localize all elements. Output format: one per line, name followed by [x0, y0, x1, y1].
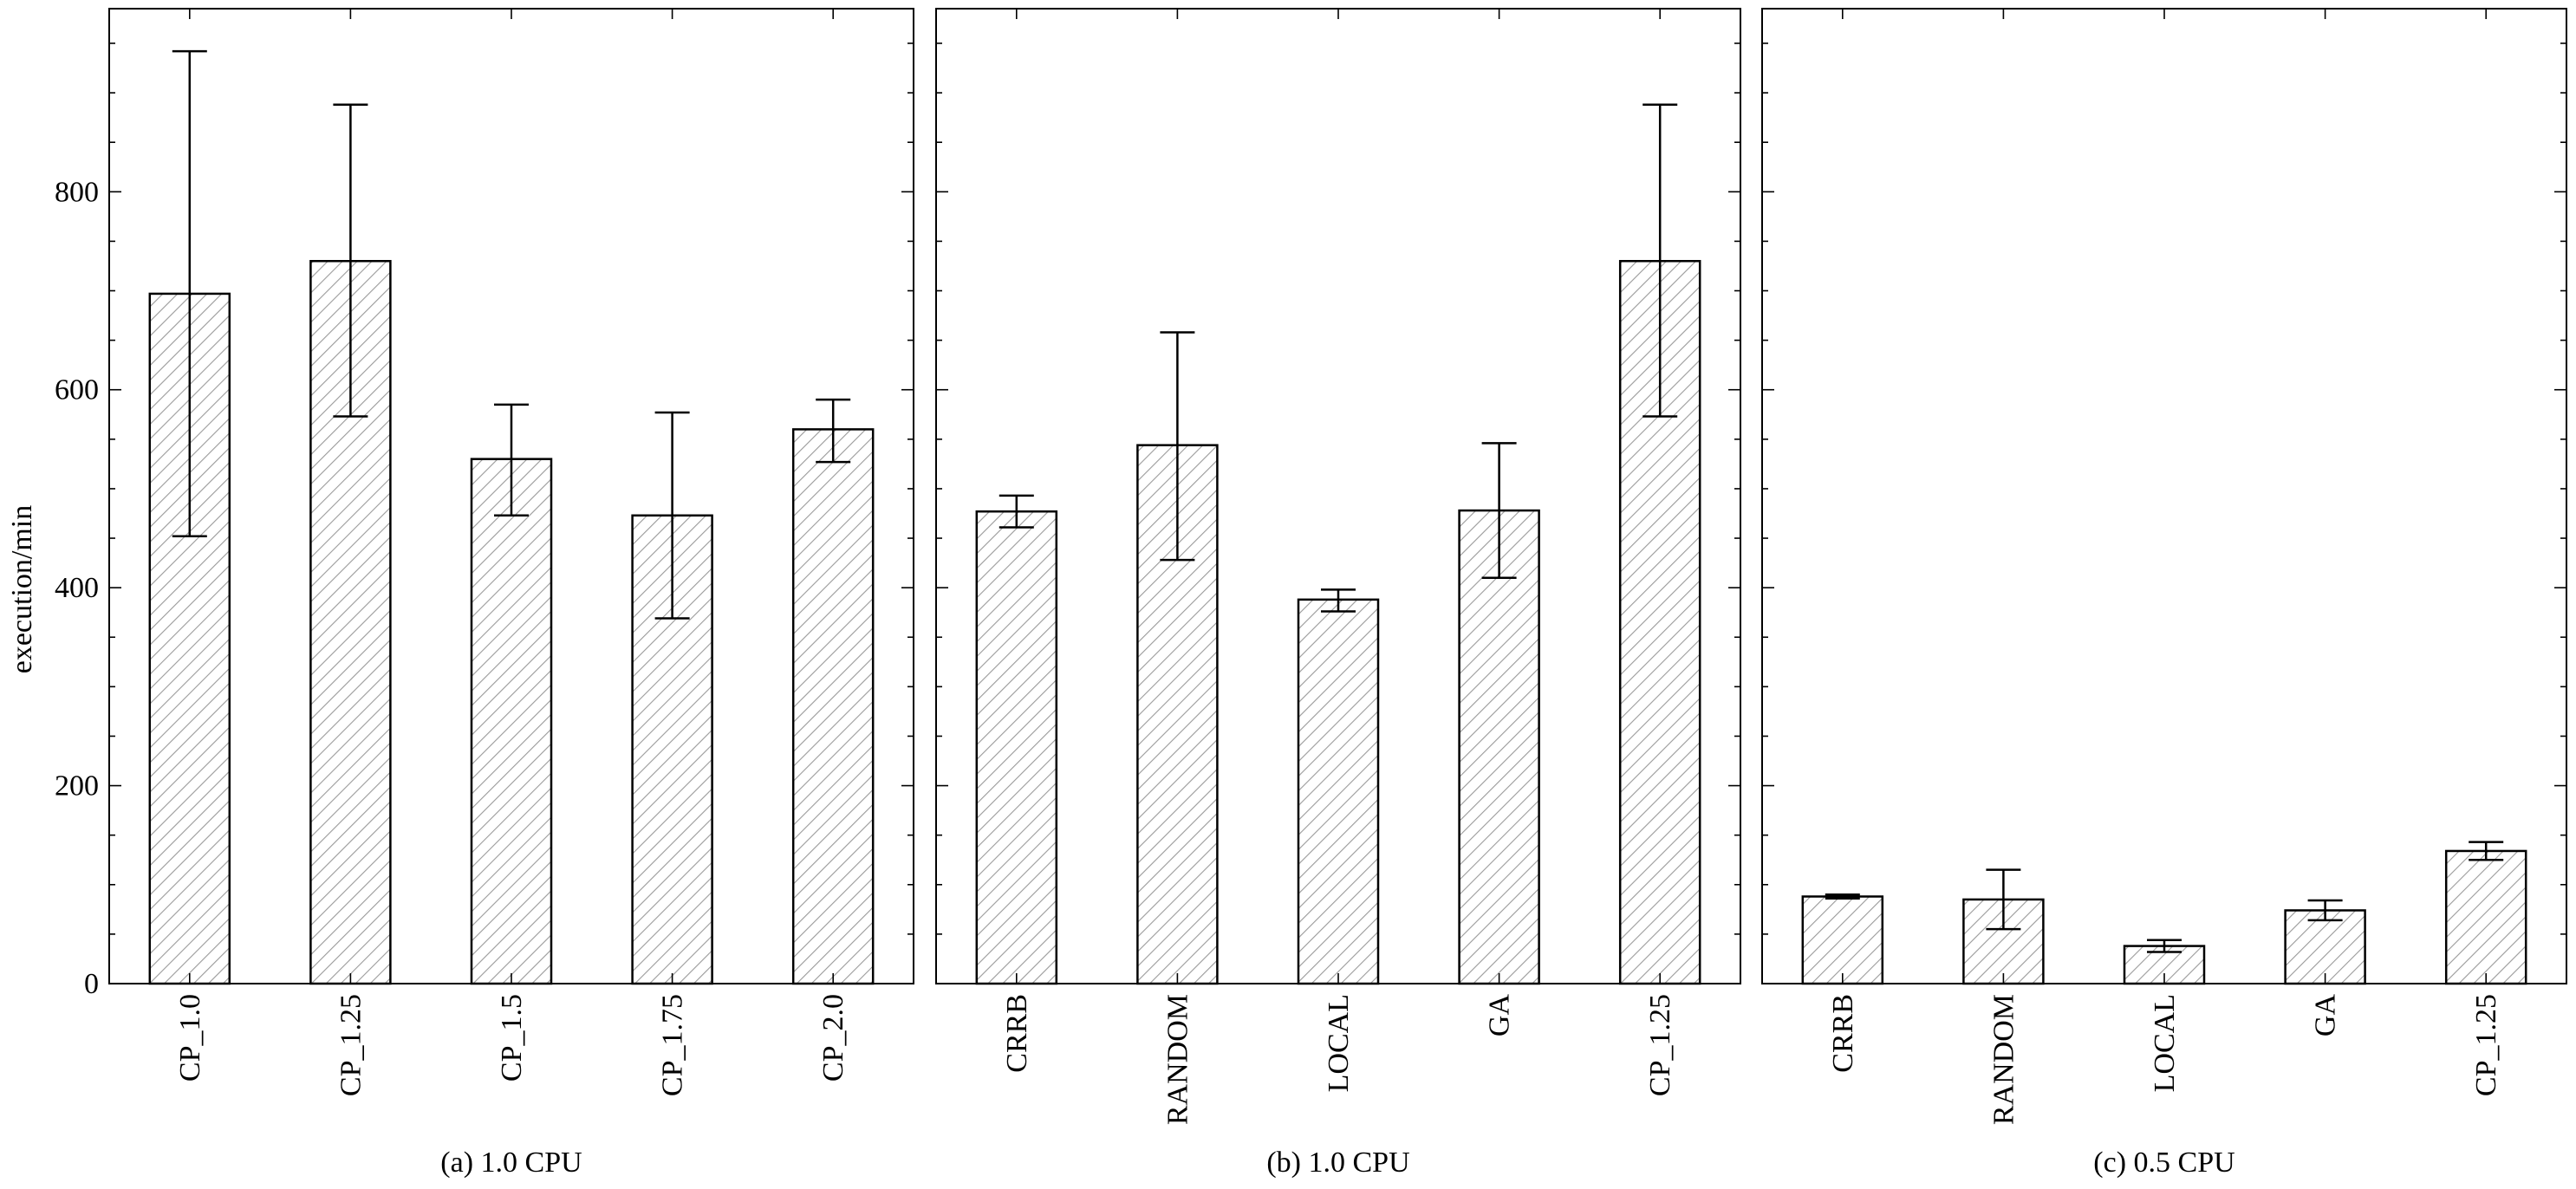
bar: [2284, 909, 2366, 985]
x-tick-label: RANDOM: [1161, 994, 1194, 1125]
y-tick-label: 600: [55, 374, 99, 406]
x-tick-label: CP_1.25: [2470, 994, 2502, 1096]
x-tick-label: GA: [1484, 994, 1516, 1037]
bar: [1297, 598, 1380, 985]
bar: [470, 458, 553, 985]
x-tick-label: CP_1.25: [1644, 994, 1676, 1096]
bar: [1458, 509, 1540, 985]
x-tick-label: CP_1.5: [496, 994, 528, 1082]
panel-caption: (b) 1.0 CPU: [1266, 1147, 1409, 1179]
x-tick-label: LOCAL: [1323, 994, 1355, 1092]
plot-frame: [1761, 8, 2567, 984]
panel-a: 0 200 400 600 800 CP_1.0 CP_1.25 CP_1.5 CP_1.75 C…: [55, 8, 914, 1179]
x-tick-label: CP_1.75: [657, 994, 689, 1096]
y-tick-label: 400: [55, 572, 99, 604]
x-tick-label: CRRB: [1827, 994, 1859, 1073]
x-tick-label: CP_2.0: [817, 994, 849, 1082]
panel-caption: (a) 1.0 CPU: [440, 1147, 582, 1179]
bar: [1801, 895, 1884, 985]
bar: [791, 428, 875, 985]
panel-b: CRRB RANDOM LOCAL GA CP_1.25 (b) 1.0 CPU: [935, 8, 1741, 1179]
y-axis-title: execution/min: [6, 505, 38, 674]
panel-caption: (c) 0.5 CPU: [2093, 1147, 2234, 1179]
bar: [2444, 849, 2527, 985]
y-tick-label: 200: [55, 770, 99, 802]
bar: [975, 510, 1058, 985]
x-tick-label: GA: [2310, 994, 2342, 1037]
x-tick-label: CP_1.0: [174, 994, 206, 1082]
y-tick-label: 800: [55, 176, 99, 208]
x-tick-label: CP_1.25: [335, 994, 367, 1096]
x-tick-label: RANDOM: [1987, 994, 2020, 1125]
x-tick-label: LOCAL: [2149, 994, 2181, 1092]
y-tick-label: 0: [84, 968, 99, 1000]
panel-c: CRRB RANDOM LOCAL GA CP_1.25 (c) 0.5 CPU: [1761, 8, 2567, 1179]
x-tick-label: CRRB: [1001, 994, 1033, 1073]
